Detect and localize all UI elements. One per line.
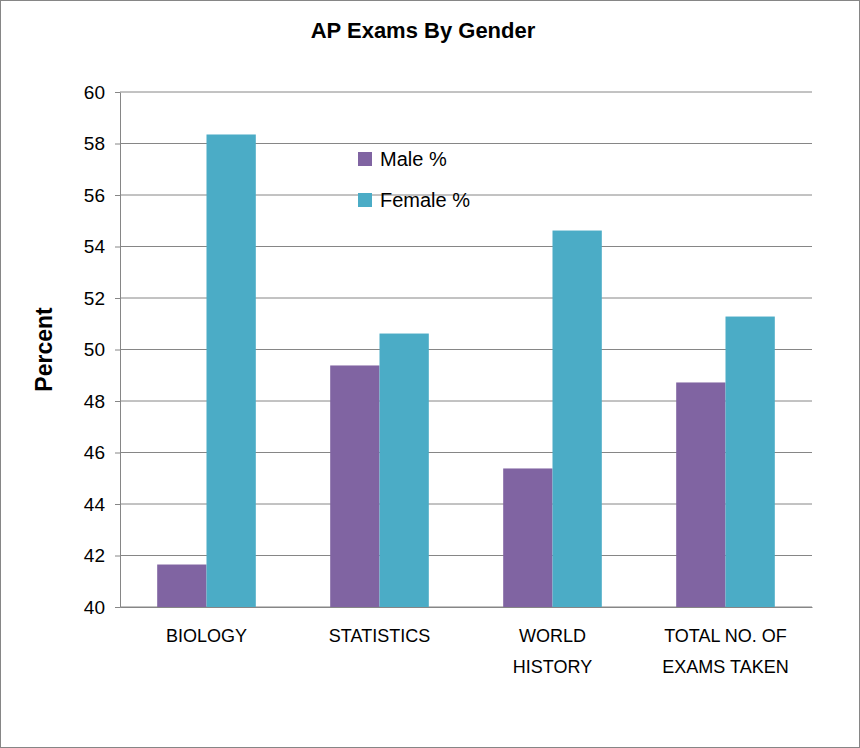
bar [676,382,725,607]
y-tick-label: 46 [84,442,105,463]
y-tick: 42 [84,545,120,566]
y-tick-mark [115,556,120,557]
y-tick-label: 60 [84,82,105,103]
grid [120,92,812,607]
x-tick-label-line: HISTORY [513,657,592,677]
y-tick-label: 42 [84,545,105,566]
y-axis-line [120,93,121,608]
y-tick-label: 48 [84,391,105,412]
x-tick-label-line: WORLD [519,626,586,646]
bar [207,134,256,607]
x-tick-label: BIOLOGY [166,626,247,646]
chart-title: AP Exams By Gender [311,18,536,43]
x-axis: BIOLOGY STATISTICS WORLD HISTORY TOTAL NO. O… [121,607,813,677]
bar [503,468,552,607]
y-tick: 40 [84,597,120,618]
y-axis: 40 42 44 46 48 50 52 54 56 58 60 [84,82,121,618]
y-tick-label: 52 [84,288,105,309]
x-tick: TOTAL NO. OF EXAMS TAKEN [662,607,788,677]
legend-swatch [358,193,372,207]
x-tick-label-line: TOTAL NO. OF [664,626,787,646]
legend-item: Male % [358,148,447,170]
bar [553,231,602,607]
bar [726,317,775,607]
legend-label: Male % [380,148,447,170]
y-tick-mark [115,247,120,248]
chart-border [1,1,860,748]
x-tick-label: STATISTICS [329,626,430,646]
y-tick-label: 56 [84,185,105,206]
x-tick-label-line: EXAMS TAKEN [662,657,788,677]
x-tick: WORLD HISTORY [513,607,592,677]
y-tick: 58 [84,133,120,154]
bar [330,365,379,607]
y-tick-label: 44 [84,494,106,515]
x-tick-label-line: STATISTICS [329,626,430,646]
y-tick-mark [115,504,120,505]
grid-line [120,92,812,93]
y-tick: 52 [84,288,120,309]
y-tick: 60 [84,82,120,103]
y-tick: 54 [84,236,120,257]
y-tick: 50 [84,339,120,360]
chart: 40 42 44 46 48 50 52 54 56 58 60 BIOLOGY STATISTICS W… [0,0,860,748]
y-tick: 44 [84,494,120,515]
x-tick-label: TOTAL NO. OF EXAMS TAKEN [662,626,788,678]
legend-item: Female % [358,189,470,211]
bar [157,565,206,607]
legend: Male % Female % [358,148,470,211]
y-tick-mark [115,298,120,299]
y-tick-label: 50 [84,339,105,360]
y-tick-label: 58 [84,133,105,154]
y-tick-mark [115,195,120,196]
y-tick-mark [115,144,120,145]
legend-label: Female % [380,189,470,211]
y-axis-title: Percent [31,307,57,392]
y-tick-mark [115,453,120,454]
legend-swatch [358,152,372,166]
x-axis-line [121,607,813,608]
y-tick-label: 40 [84,597,105,618]
y-tick: 46 [84,442,120,463]
y-tick-label: 54 [84,236,106,257]
y-tick-mark [115,401,120,402]
plot-area: 40 42 44 46 48 50 52 54 56 58 60 BIOLOGY STATISTICS W… [84,82,813,678]
x-tick: STATISTICS [329,607,430,646]
x-tick-label: WORLD HISTORY [513,626,592,678]
x-tick-label-line: BIOLOGY [166,626,247,646]
x-tick: BIOLOGY [166,607,247,646]
bar [380,334,429,607]
y-tick-mark [115,92,120,93]
y-tick: 48 [84,391,120,412]
y-tick: 56 [84,185,120,206]
y-tick-mark [115,607,120,608]
y-tick-mark [115,350,120,351]
bars [157,134,775,607]
